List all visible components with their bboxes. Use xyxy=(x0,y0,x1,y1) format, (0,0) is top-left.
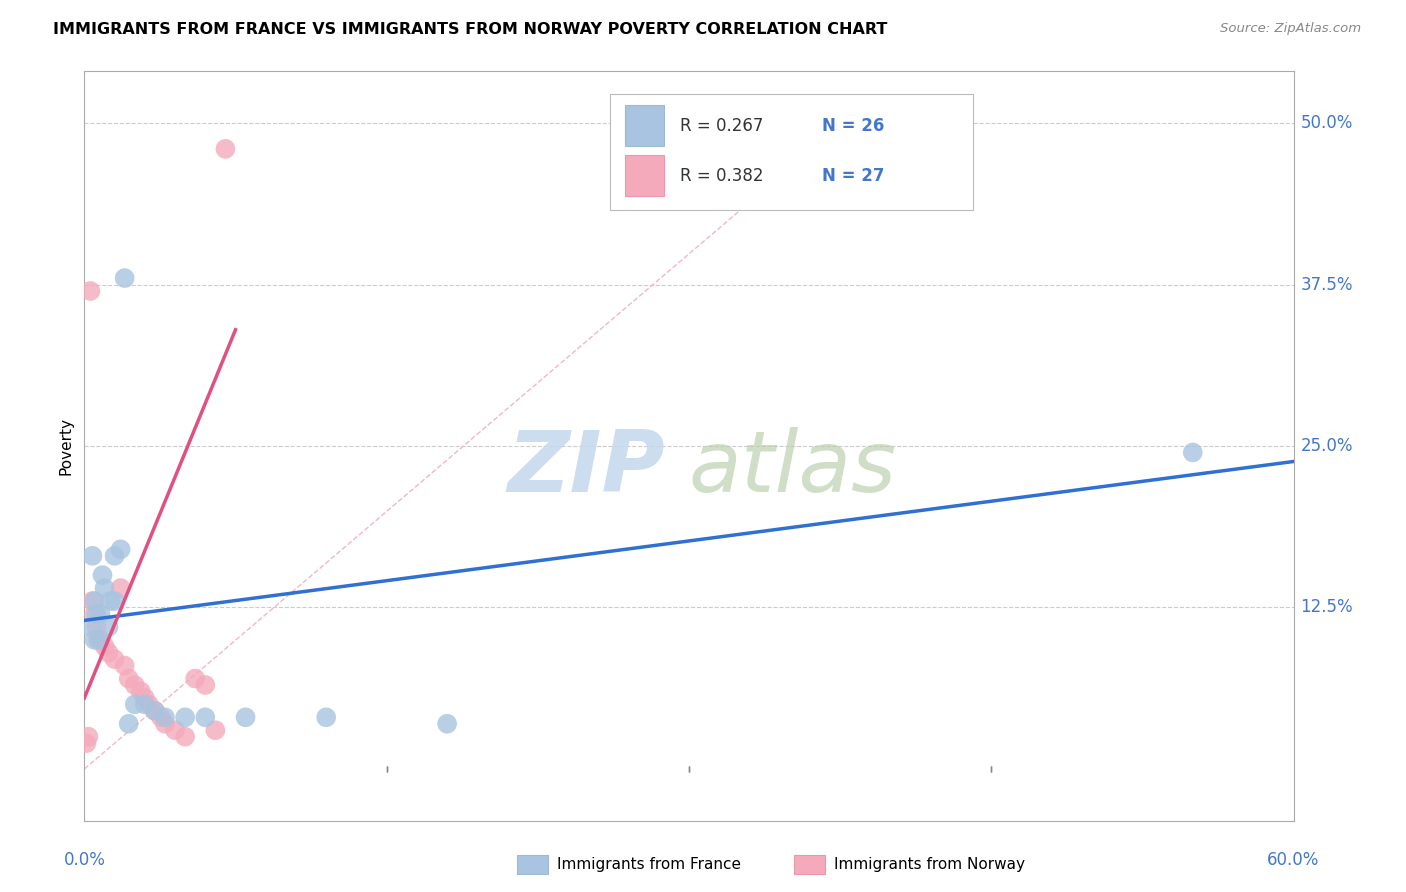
Text: Immigrants from Norway: Immigrants from Norway xyxy=(834,857,1025,871)
Point xyxy=(87,632,110,647)
Point xyxy=(93,639,115,653)
Point xyxy=(82,594,104,608)
Point xyxy=(184,672,207,686)
Point xyxy=(174,710,197,724)
Point xyxy=(86,607,108,621)
Text: atlas: atlas xyxy=(689,427,897,510)
Text: R = 0.267: R = 0.267 xyxy=(681,117,763,135)
Point xyxy=(174,730,197,744)
Point xyxy=(204,723,226,738)
Point xyxy=(118,716,141,731)
Point xyxy=(97,620,120,634)
Point xyxy=(91,568,114,582)
Text: 37.5%: 37.5% xyxy=(1301,276,1353,293)
Text: 12.5%: 12.5% xyxy=(1301,599,1353,616)
Y-axis label: Poverty: Poverty xyxy=(58,417,73,475)
Point xyxy=(79,284,101,298)
Point xyxy=(124,678,146,692)
Point xyxy=(134,698,156,712)
Point xyxy=(143,704,166,718)
Point xyxy=(100,594,122,608)
Point xyxy=(436,716,458,731)
Text: 25.0%: 25.0% xyxy=(1301,437,1353,455)
Point xyxy=(118,672,141,686)
Point xyxy=(77,730,100,744)
Text: 60.0%: 60.0% xyxy=(1267,851,1320,869)
Point xyxy=(75,736,97,750)
Point xyxy=(97,646,120,660)
Text: Immigrants from France: Immigrants from France xyxy=(557,857,741,871)
Point xyxy=(214,142,236,156)
Point xyxy=(89,607,111,621)
Point xyxy=(89,632,111,647)
Point xyxy=(83,607,105,621)
Point xyxy=(104,549,127,563)
Point xyxy=(134,690,156,705)
Text: 50.0%: 50.0% xyxy=(1301,114,1353,132)
Point xyxy=(153,716,176,731)
Text: R = 0.382: R = 0.382 xyxy=(681,168,763,186)
Point xyxy=(143,704,166,718)
Text: 0.0%: 0.0% xyxy=(63,851,105,869)
Point xyxy=(315,710,337,724)
Point xyxy=(129,684,152,698)
Point xyxy=(93,581,115,595)
Text: IMMIGRANTS FROM FRANCE VS IMMIGRANTS FROM NORWAY POVERTY CORRELATION CHART: IMMIGRANTS FROM FRANCE VS IMMIGRANTS FRO… xyxy=(53,22,887,37)
Point xyxy=(82,549,104,563)
Point xyxy=(138,698,160,712)
Point xyxy=(104,594,127,608)
Point xyxy=(165,723,187,738)
Point xyxy=(86,620,108,634)
Point xyxy=(114,271,136,285)
Point xyxy=(194,710,217,724)
Point xyxy=(110,542,132,557)
Point xyxy=(194,678,217,692)
Text: N = 27: N = 27 xyxy=(823,168,884,186)
Point xyxy=(235,710,257,724)
Point xyxy=(83,594,105,608)
Point xyxy=(153,710,176,724)
Point xyxy=(83,632,105,647)
FancyBboxPatch shape xyxy=(624,105,664,146)
Point xyxy=(149,710,172,724)
FancyBboxPatch shape xyxy=(624,155,664,196)
Text: Source: ZipAtlas.com: Source: ZipAtlas.com xyxy=(1220,22,1361,36)
FancyBboxPatch shape xyxy=(610,94,973,210)
Point xyxy=(1181,445,1204,459)
Text: N = 26: N = 26 xyxy=(823,117,884,135)
Point xyxy=(87,632,110,647)
Text: ZIP: ZIP xyxy=(508,427,665,510)
Point xyxy=(110,581,132,595)
Point xyxy=(79,620,101,634)
Point xyxy=(104,652,127,666)
Point xyxy=(124,698,146,712)
Point xyxy=(114,658,136,673)
